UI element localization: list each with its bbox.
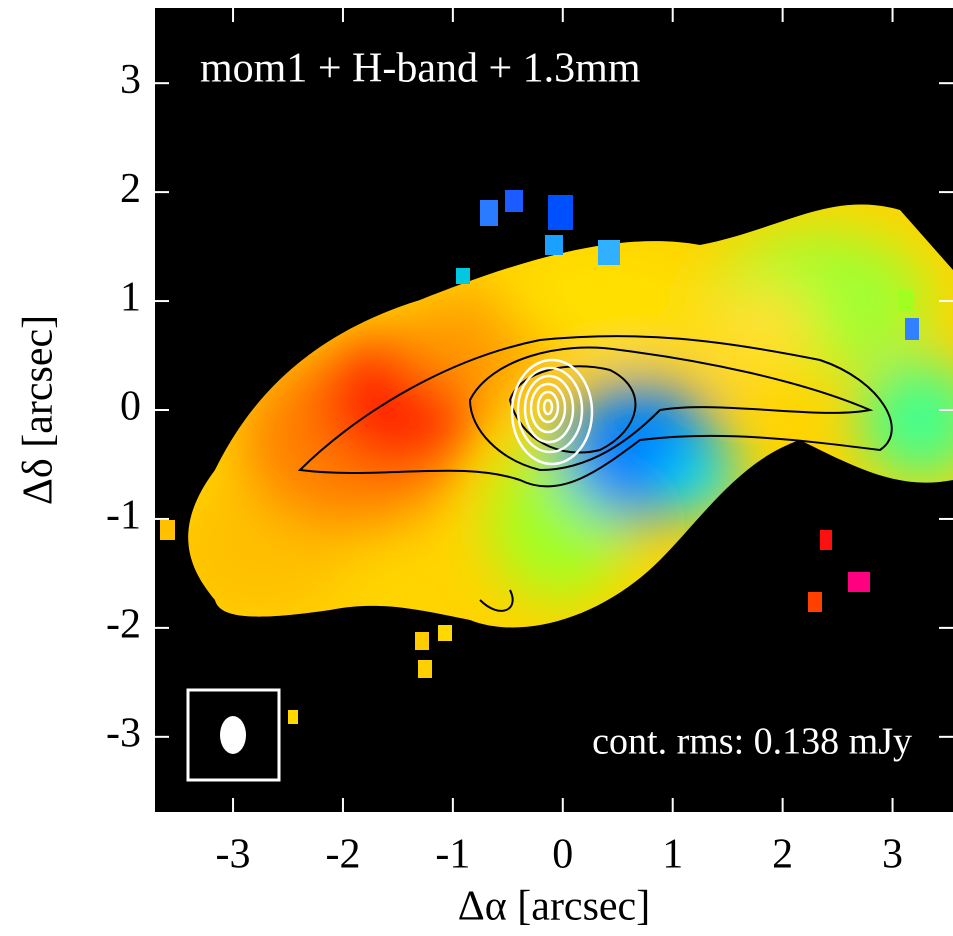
x-tick-label: 1 [662,832,683,878]
rms-note: cont. rms: 0.138 mJy [592,721,912,763]
x-tick-label: -2 [325,832,360,878]
beam [220,716,246,754]
beam-box [186,688,281,782]
y-tick-label: -2 [106,602,141,648]
y-axis-label: Δδ [arcsec] [16,315,62,505]
y-tick-label: 0 [120,384,141,430]
y-tick-label: -3 [106,710,141,756]
annotation: mom1 + H-band + 1.3mm [200,46,641,92]
y-tick-label: 1 [120,275,141,321]
clumps [160,190,919,724]
x-tick-label: -3 [216,832,251,878]
y-tick-label: 2 [120,166,141,212]
y-tick-label: 3 [120,57,141,103]
x-tick-label: -1 [435,832,470,878]
x-tick-label: 3 [882,832,903,878]
continuum-contours [297,335,893,612]
velocity-field [188,204,953,628]
x-tick-label: 0 [552,832,573,878]
x-axis-label: Δα [arcsec] [458,884,650,930]
x-tick-label: 2 [772,832,793,878]
y-tick-label: -1 [106,493,141,539]
h-band-contours [510,358,594,466]
